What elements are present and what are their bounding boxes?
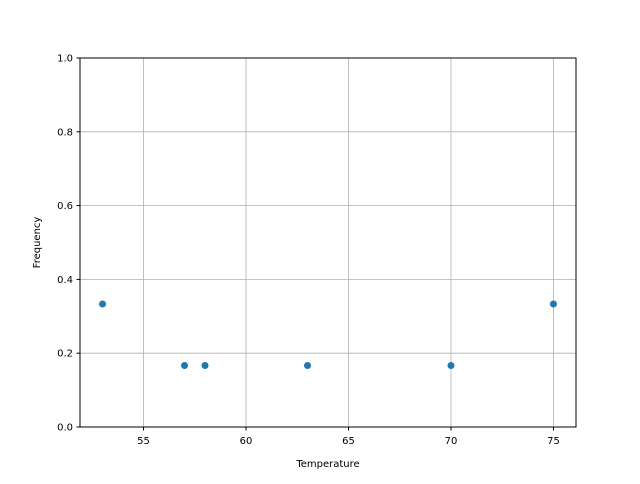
data-point [181, 361, 189, 369]
y-axis-label: Frequency [32, 217, 43, 269]
x-tick-label: 65 [342, 436, 355, 447]
data-point [304, 361, 312, 369]
x-tick-label: 55 [137, 436, 150, 447]
y-tick-label: 0.2 [57, 349, 73, 360]
grid [80, 57, 576, 428]
y-tick-label: 0.4 [57, 275, 73, 286]
data-point [99, 300, 107, 308]
x-tick-label: 70 [445, 436, 458, 447]
y-tick-label: 0.6 [57, 201, 73, 212]
axes-frame [79, 57, 577, 428]
y-tick-label: 1.0 [57, 54, 73, 65]
data-point [549, 300, 557, 308]
y-tick-label: 0.8 [57, 127, 73, 138]
x-axis-label: Temperature [295, 459, 359, 470]
data-point [201, 361, 209, 369]
x-tick-label: 60 [240, 436, 253, 447]
x-ticks: 55 60 65 70 75 [137, 427, 560, 447]
data-point [447, 361, 455, 369]
x-tick-label: 75 [547, 436, 560, 447]
y-tick-label: 0.0 [57, 423, 73, 434]
data-points [99, 300, 557, 369]
y-ticks: 0.0 0.2 0.4 0.6 0.8 1.0 [57, 54, 80, 434]
